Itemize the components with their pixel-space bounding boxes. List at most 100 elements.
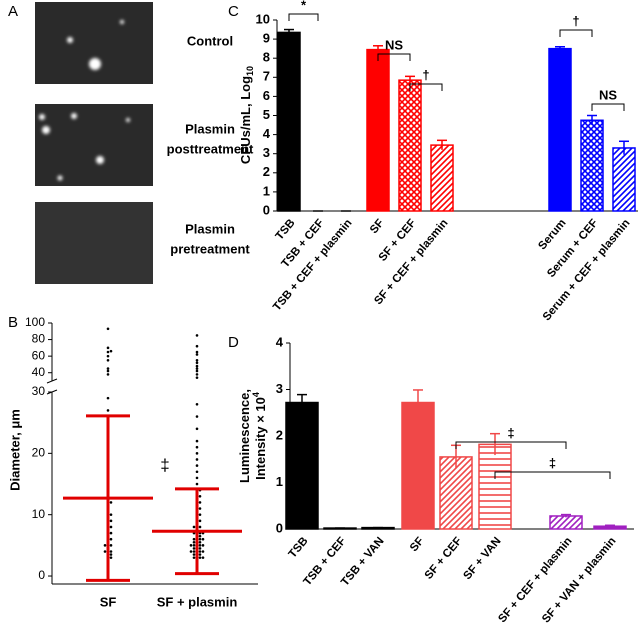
y-tick-label: 100 bbox=[25, 315, 45, 329]
point bbox=[195, 358, 199, 362]
point bbox=[198, 507, 202, 510]
image-label: Plasmin bbox=[185, 221, 235, 236]
x-tick-label: SF bbox=[408, 535, 427, 554]
x-tick-label: TSB bbox=[274, 217, 298, 242]
point bbox=[195, 464, 199, 467]
point bbox=[195, 353, 199, 356]
y-tick-label: 4 bbox=[276, 334, 284, 349]
y-tick-label: 1 bbox=[276, 474, 283, 489]
point bbox=[195, 415, 199, 418]
micrograph bbox=[35, 202, 153, 284]
y-tick-label: 0 bbox=[276, 520, 283, 535]
point bbox=[195, 458, 199, 461]
annotation: NS bbox=[385, 37, 403, 52]
y-tick-label: 60 bbox=[32, 348, 46, 362]
bar bbox=[366, 48, 390, 212]
y-axis-title-line: Intensity × 10 bbox=[253, 397, 268, 480]
point bbox=[109, 556, 113, 559]
point bbox=[195, 476, 199, 480]
point bbox=[195, 373, 199, 376]
point bbox=[192, 537, 196, 541]
y-tick-label: 8 bbox=[263, 50, 270, 65]
bracket bbox=[409, 83, 443, 91]
spot bbox=[71, 113, 77, 119]
point bbox=[192, 553, 196, 556]
point bbox=[198, 501, 202, 504]
y-tick-label: 7 bbox=[263, 69, 270, 84]
image-label: Plasmin bbox=[185, 121, 235, 136]
y-axis-title-text: CFUs/mL, Log bbox=[238, 76, 253, 164]
point bbox=[103, 544, 107, 547]
point bbox=[195, 427, 199, 431]
spot bbox=[42, 126, 50, 134]
point bbox=[198, 540, 202, 544]
point bbox=[198, 547, 202, 550]
point bbox=[195, 367, 199, 370]
point bbox=[195, 364, 199, 368]
bar bbox=[277, 31, 301, 212]
bar bbox=[398, 79, 422, 212]
point bbox=[198, 537, 202, 541]
y-axis-title: Luminescence,Intensity × 104 bbox=[237, 389, 268, 483]
point bbox=[106, 354, 110, 358]
point bbox=[192, 547, 196, 550]
point bbox=[195, 445, 199, 449]
point bbox=[192, 540, 196, 544]
bar bbox=[612, 147, 636, 212]
bracket bbox=[591, 103, 625, 111]
y-tick-label: 6 bbox=[263, 88, 270, 103]
bracket bbox=[377, 53, 411, 61]
image-label: posttreatment bbox=[167, 141, 254, 156]
point bbox=[195, 350, 199, 354]
x-tick-label: SF + plasmin bbox=[157, 594, 238, 609]
annotation: † bbox=[422, 67, 429, 82]
point bbox=[106, 358, 110, 362]
point bbox=[198, 553, 202, 556]
point bbox=[198, 550, 202, 553]
point bbox=[106, 396, 110, 400]
y-tick-label: 2 bbox=[276, 427, 283, 442]
point bbox=[195, 470, 199, 474]
x-tick-label: Serum bbox=[536, 217, 568, 252]
micrograph bbox=[35, 2, 153, 84]
image-label: Control bbox=[187, 33, 233, 48]
panel-label: D bbox=[228, 334, 239, 351]
micrograph bbox=[35, 104, 153, 186]
point bbox=[109, 537, 113, 541]
point bbox=[109, 544, 113, 547]
annotation: † bbox=[572, 13, 579, 28]
point bbox=[109, 349, 113, 353]
panel-label: B bbox=[8, 314, 18, 331]
point bbox=[109, 501, 113, 504]
axis-break bbox=[46, 378, 58, 384]
y-tick-label: 30 bbox=[32, 384, 46, 398]
spot bbox=[39, 114, 45, 120]
point bbox=[201, 537, 205, 541]
bar bbox=[478, 443, 512, 530]
panel-label: A bbox=[8, 3, 18, 20]
point bbox=[106, 350, 110, 354]
point bbox=[106, 369, 110, 373]
x-tick-label: SF bbox=[100, 594, 117, 609]
bar bbox=[580, 119, 604, 212]
point bbox=[195, 334, 199, 337]
y-tick-label: 5 bbox=[263, 107, 270, 122]
point bbox=[106, 367, 110, 370]
point bbox=[106, 346, 110, 350]
point bbox=[109, 553, 113, 556]
y-tick-label: 40 bbox=[32, 365, 46, 379]
y-tick-label: 4 bbox=[263, 126, 271, 141]
point bbox=[195, 376, 199, 379]
annotation: * bbox=[301, 0, 307, 12]
point bbox=[109, 513, 113, 516]
point bbox=[201, 550, 205, 553]
point bbox=[106, 409, 110, 412]
bracket bbox=[494, 471, 611, 479]
point bbox=[195, 439, 199, 443]
point bbox=[189, 544, 193, 547]
point bbox=[198, 494, 202, 498]
y-tick-label: 9 bbox=[263, 31, 270, 46]
bracket bbox=[288, 13, 319, 21]
point bbox=[109, 531, 113, 535]
